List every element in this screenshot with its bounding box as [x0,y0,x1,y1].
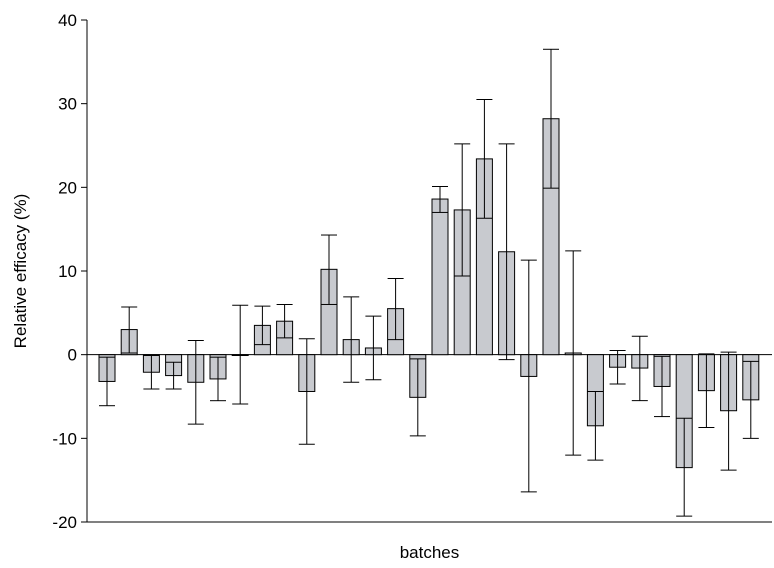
error-bar [476,98,493,219]
error-bar [609,349,626,385]
x-axis-title: batches [400,543,460,562]
error-bar [498,143,515,361]
error-bar [720,351,737,471]
error-bar [387,278,404,341]
error-bar [654,355,670,418]
error-bar [343,296,360,383]
y-tick-label: 10 [58,262,77,281]
error-bar [99,356,115,407]
error-bars [99,48,759,517]
error-bar [143,355,160,390]
error-bar [121,306,138,354]
error-bar [742,360,759,439]
error-bar [698,353,715,428]
error-bar [232,304,249,405]
y-tick-label: 0 [68,346,77,365]
bar [431,198,449,356]
y-tick-label: -20 [52,513,77,532]
error-bar [543,48,559,189]
error-bar [298,338,315,445]
error-bar [321,234,337,305]
error-bar [187,339,204,425]
y-tick-label: -10 [52,429,77,448]
error-bar [565,250,582,456]
error-bar [276,303,293,339]
error-bar [365,315,382,381]
error-bar [432,185,448,213]
error-bar [210,356,226,402]
y-tick-label: 20 [58,178,77,197]
error-bar [631,335,648,402]
error-bar [254,305,271,346]
error-bar [409,358,426,437]
bars [98,118,760,469]
error-bar [676,417,693,517]
y-axis: -20 -10 0 10 20 30 40 [52,11,88,532]
error-bar [587,390,604,461]
y-tick-label: 40 [58,11,77,30]
error-bar [520,259,537,493]
y-axis-title: Relative efficacy (%) [11,194,30,349]
error-bar [454,143,471,277]
error-bar [165,361,182,390]
y-tick-label: 30 [58,95,77,114]
